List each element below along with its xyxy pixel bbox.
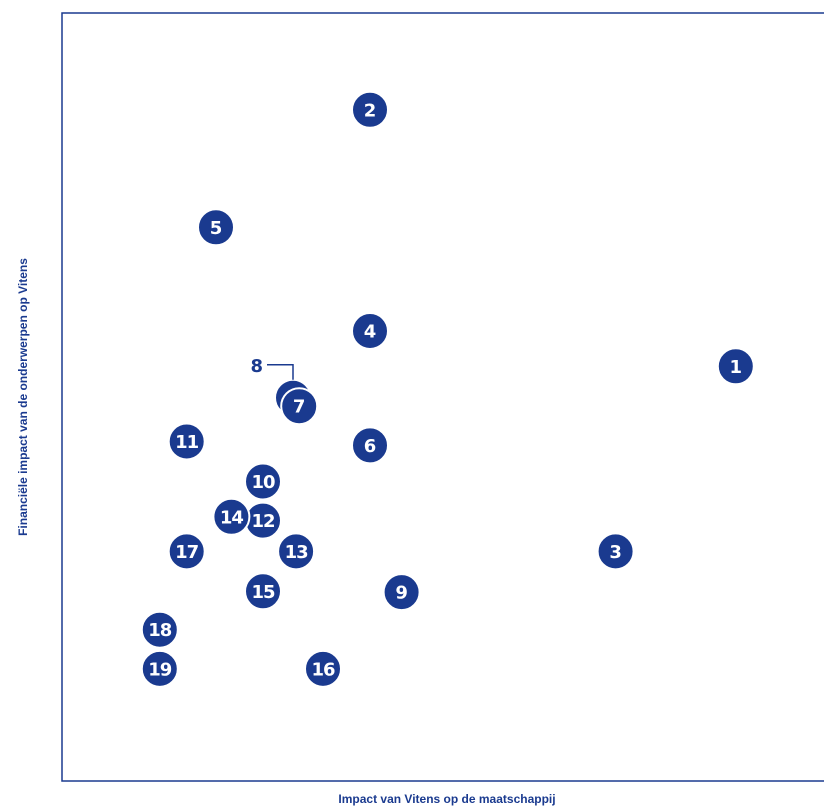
data-point-19: 19	[140, 649, 179, 688]
callout-line-8	[267, 364, 294, 380]
point-label-7: 7	[293, 397, 306, 418]
point-marker-3	[596, 532, 635, 571]
point-marker-1	[716, 347, 755, 386]
point-marker-10	[244, 462, 282, 501]
point-marker-17	[167, 532, 206, 571]
point-label-15: 15	[251, 582, 275, 603]
data-point-17: 17	[167, 532, 206, 571]
point-marker-15	[244, 572, 282, 611]
data-point-15: 15	[244, 572, 282, 611]
point-label-18: 18	[148, 620, 172, 641]
data-point-18: 18	[140, 610, 179, 649]
point-label-8: 8	[250, 356, 263, 377]
point-marker-16	[304, 649, 342, 688]
data-point-13: 13	[277, 532, 316, 571]
point-label-13: 13	[285, 542, 309, 563]
point-label-4: 4	[364, 322, 377, 343]
data-point-10: 10	[244, 462, 282, 501]
y-axis-label: Financiële impact van de onderwerpen op …	[16, 258, 30, 536]
point-marker-19	[140, 649, 179, 688]
point-label-2: 2	[364, 100, 377, 121]
point-marker-6	[351, 426, 389, 465]
point-label-14: 14	[220, 507, 244, 528]
data-point-1: 1	[716, 347, 755, 386]
data-point-2: 2	[351, 90, 389, 129]
point-label-1: 1	[730, 357, 743, 378]
point-marker-5	[197, 208, 235, 247]
data-point-16: 16	[304, 649, 342, 688]
plot-frame	[61, 12, 824, 782]
point-label-5: 5	[210, 218, 223, 239]
point-marker-18	[140, 610, 179, 649]
point-marker-9	[382, 573, 421, 612]
point-label-17: 17	[175, 542, 199, 563]
data-point-11: 11	[167, 422, 206, 461]
data-point-12: 12	[244, 501, 282, 540]
data-point-6: 6	[351, 426, 389, 465]
point-label-12: 12	[251, 511, 274, 532]
point-marker-14	[212, 497, 251, 536]
data-point-14: 14	[212, 497, 251, 536]
point-marker-13	[277, 532, 316, 571]
point-label-16: 16	[311, 659, 335, 680]
point-label-6: 6	[364, 436, 377, 457]
point-marker-4	[351, 312, 389, 350]
point-label-11: 11	[175, 432, 199, 453]
point-label-9: 9	[395, 583, 408, 604]
x-axis-label: Impact van Vitens op de maatschappij	[338, 792, 555, 806]
point-marker-2	[351, 90, 389, 129]
data-point-7: 7	[280, 387, 319, 426]
point-label-19: 19	[148, 659, 172, 680]
point-marker-7	[280, 387, 319, 426]
data-point-4: 4	[351, 312, 389, 350]
data-point-5: 5	[197, 208, 235, 247]
point-label-3: 3	[609, 542, 622, 563]
point-marker-11	[167, 422, 206, 461]
point-label-10: 10	[251, 472, 275, 493]
data-point-9: 9	[382, 573, 421, 612]
data-point-3: 3	[596, 532, 635, 571]
